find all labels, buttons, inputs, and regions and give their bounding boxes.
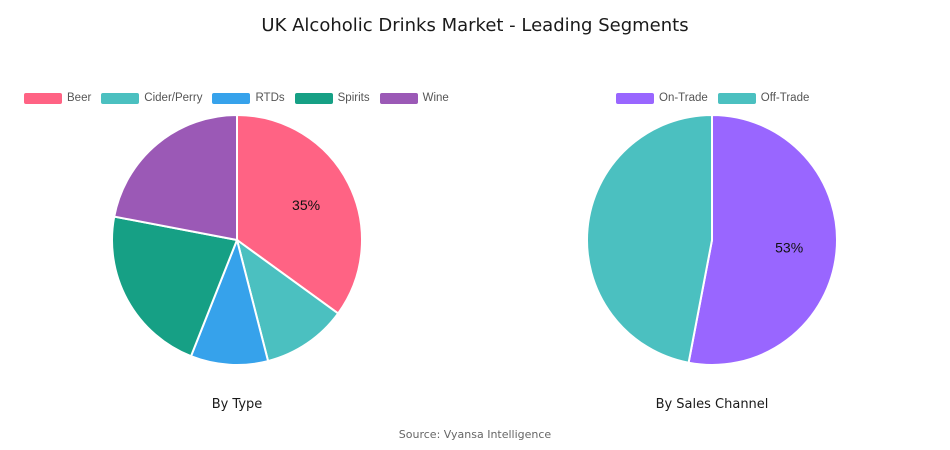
pie-slice-off-trade[interactable] bbox=[586, 113, 713, 364]
legend-swatch bbox=[24, 92, 62, 104]
chart-title: UK Alcoholic Drinks Market - Leading Seg… bbox=[261, 15, 689, 36]
legend-item-off-trade[interactable]: Off-Trade bbox=[717, 92, 810, 104]
legend-item-spirits[interactable]: Spirits bbox=[294, 92, 370, 104]
legend-label: Spirits bbox=[337, 92, 370, 104]
legend-swatch bbox=[616, 92, 654, 104]
pie-slice-rtds[interactable] bbox=[189, 236, 270, 366]
pie-slice-beer[interactable] bbox=[236, 113, 363, 315]
legend-item-on-trade[interactable]: On-Trade bbox=[616, 92, 708, 104]
pie-slice-cider-perry[interactable] bbox=[235, 237, 340, 363]
legend-label: RTDs bbox=[255, 92, 285, 104]
legend-label: Wine bbox=[422, 92, 449, 104]
pie-chart-by-type: 35% bbox=[111, 113, 363, 366]
legend-swatch bbox=[379, 92, 418, 104]
legend-by-type: Beer Cider/Perry RTDs Spirits Wine bbox=[24, 92, 459, 104]
caption-by-type: By Type bbox=[211, 397, 263, 412]
legend-swatch bbox=[101, 92, 140, 104]
legend-swatch bbox=[212, 92, 251, 104]
legend-item-beer[interactable]: Beer bbox=[24, 92, 91, 104]
legend-label: Beer bbox=[67, 92, 92, 104]
legend-by-sales-channel: On-Trade Off-Trade bbox=[616, 92, 819, 104]
legend-label: Off-Trade bbox=[760, 92, 810, 104]
legend-item-rtds[interactable]: RTDs bbox=[212, 92, 285, 104]
legend-item-cider-perry[interactable]: Cider/Perry bbox=[101, 92, 202, 104]
legend-item-wine[interactable]: Wine bbox=[379, 92, 449, 104]
legend-label: On-Trade bbox=[659, 92, 708, 104]
legend-swatch bbox=[294, 92, 333, 104]
data-label-beer: 35% bbox=[292, 197, 320, 213]
legend-swatch bbox=[717, 92, 756, 104]
legend-label: Cider/Perry bbox=[144, 92, 203, 104]
pie-slice-on-trade[interactable] bbox=[687, 113, 838, 366]
source-note: Source: Vyansa Intelligence bbox=[398, 428, 552, 441]
pie-slice-wine[interactable] bbox=[113, 113, 238, 242]
caption-by-sales-channel: By Sales Channel bbox=[655, 397, 769, 412]
pie-slice-spirits[interactable] bbox=[111, 215, 239, 358]
